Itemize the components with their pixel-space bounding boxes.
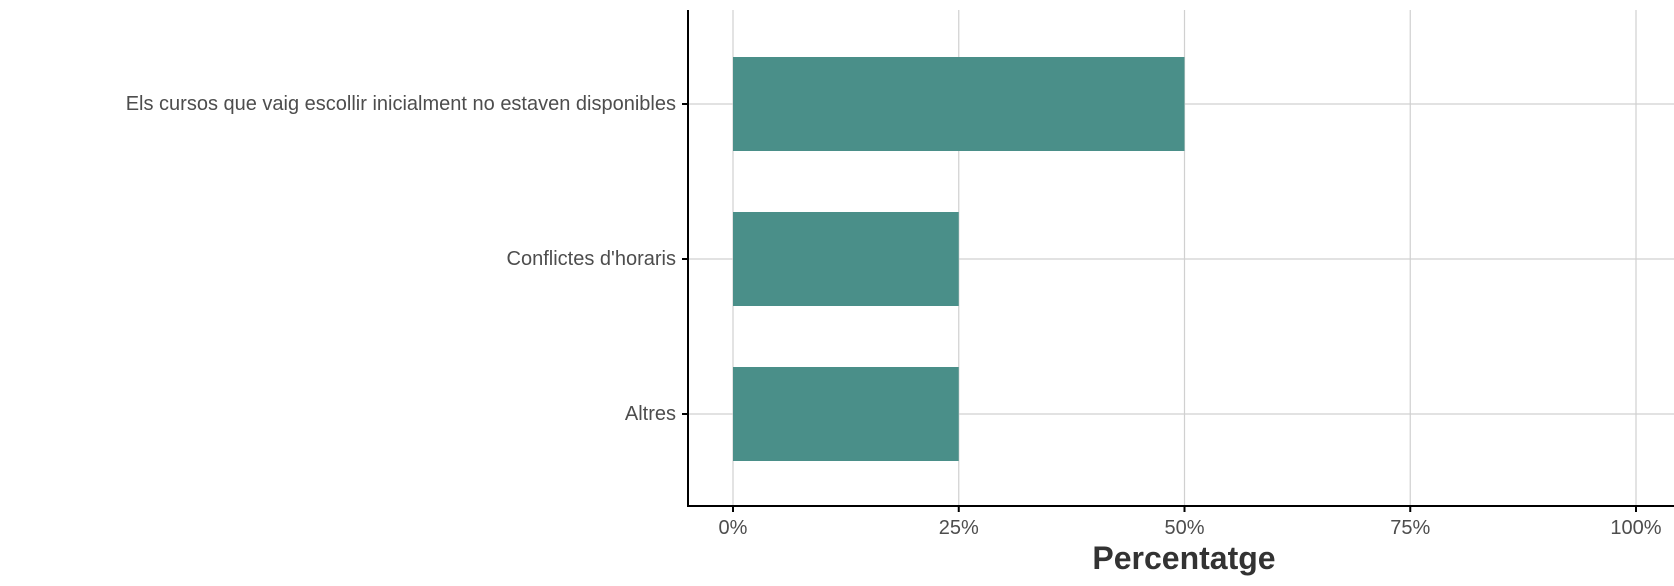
x-axis-title: Percentatge [1092, 540, 1275, 576]
bar-layer [733, 57, 1185, 461]
x-tick-label: 0% [719, 517, 748, 539]
x-tick-label: 100% [1610, 517, 1661, 539]
x-tick-label: 75% [1390, 517, 1430, 539]
y-tick-label: Altres [625, 403, 676, 425]
bar [733, 57, 1185, 151]
x-tick-label: 25% [939, 517, 979, 539]
bar [733, 367, 959, 461]
y-tick-label: Els cursos que vaig escollir inicialment… [126, 93, 676, 115]
y-tick-label: Conflictes d'horaris [507, 248, 676, 270]
bar [733, 212, 959, 306]
axis-layer [682, 10, 1674, 512]
label-layer: Els cursos que vaig escollir inicialment… [126, 93, 1662, 539]
x-tick-label: 50% [1164, 517, 1204, 539]
